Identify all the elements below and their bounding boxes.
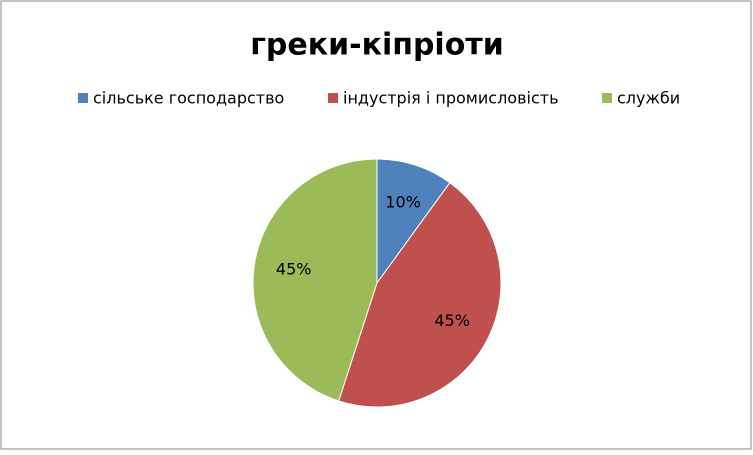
legend-label: сільське господарство [93,89,284,108]
data-label: 45% [276,259,312,278]
pie-slice [376,158,451,285]
legend-swatch [602,93,612,103]
legend-label: індустрія і промисловість [343,89,559,108]
chart-title: греки-кіпріоти [250,28,503,63]
data-label: 45% [434,311,470,330]
data-label: 10% [385,192,421,211]
legend-swatch [328,93,338,103]
legend-swatch [78,93,88,103]
pie-slice [252,158,378,402]
pie-slice [338,181,502,408]
legend-label: служби [617,89,680,108]
